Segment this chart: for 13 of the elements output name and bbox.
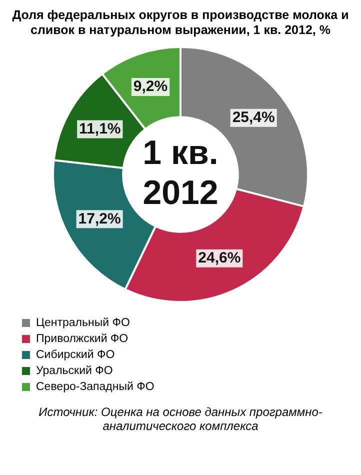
- data-label: 25,4%: [232, 109, 275, 126]
- data-label: 11,1%: [79, 120, 121, 138]
- data-label: 9,2%: [133, 78, 168, 96]
- legend-label: Приволжский ФО: [36, 333, 128, 345]
- data-label: 24,6%: [198, 249, 241, 266]
- legend-label: Уральский ФО: [36, 365, 113, 377]
- legend-label: Сибирский ФО: [36, 349, 115, 361]
- text: 1 кв. 2012: [142, 134, 218, 212]
- text: Источник: Оценка на основе данных программно-аналитического комплекса: [38, 405, 324, 433]
- legend-label: Центральный ФО: [36, 317, 130, 329]
- legend-label: Северо-Западный ФО: [36, 381, 154, 393]
- data-label: 17,2%: [78, 210, 121, 228]
- chart-title: Доля федеральных округов в производстве молока и сливок в натуральном выражении, 1 кв. 2012, %: [11, 8, 350, 38]
